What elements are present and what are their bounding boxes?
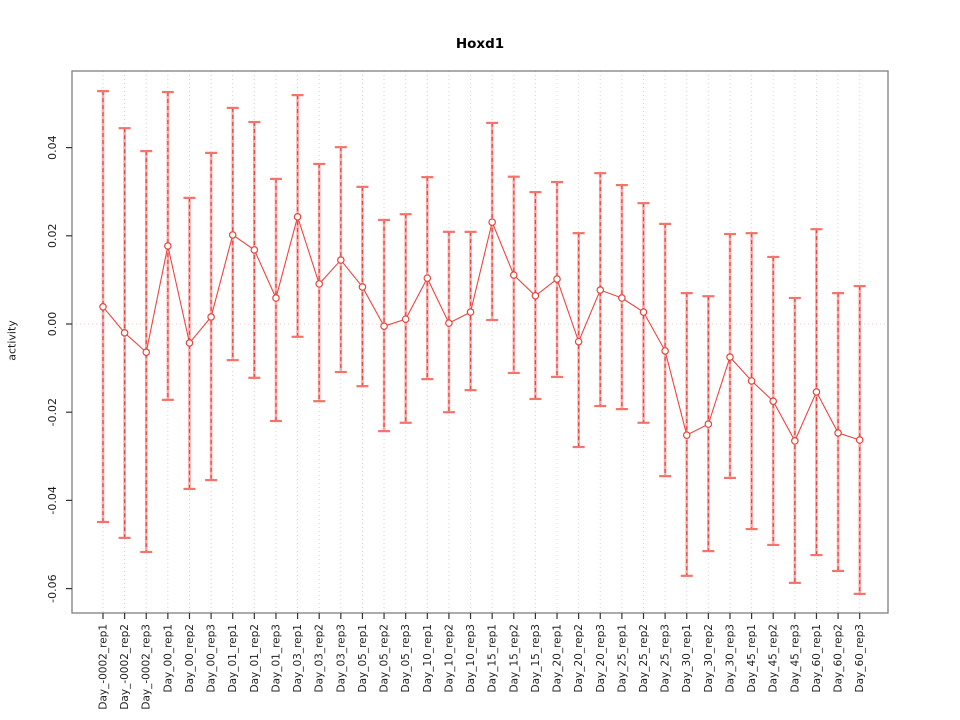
data-point [747,377,756,385]
x-tick-label: Day_45_rep3 [789,624,801,693]
data-point [834,429,842,437]
x-tick-label: Day_05_rep1 [357,624,369,693]
data-point [769,397,778,405]
x-tick-label: Day_20_rep2 [573,624,585,693]
data-point [315,280,324,288]
data-point [509,271,518,279]
x-tick-label: Day_10_rep2 [443,624,455,693]
data-point [337,256,345,264]
data-point [358,283,367,291]
data-point [661,347,669,355]
x-tick-label: Day_10_rep1 [422,624,434,693]
x-tick-label: Day_60_rep2 [833,624,845,693]
data-point [401,315,410,323]
data-point [185,339,194,347]
data-point [250,246,259,254]
data-point [207,313,215,321]
data-point [142,348,151,357]
series-line [102,214,860,443]
data-point [682,431,691,439]
x-tick-label: Day_20_rep1 [552,624,564,693]
data-point [293,213,302,221]
y-tick-label: -0.04 [46,486,59,514]
chart-title: Hoxd1 [455,36,505,52]
data-point [228,231,237,239]
x-tick-label: Day_00_rep3 [206,624,218,693]
x-tick-label: Day_-0002_rep3 [141,624,153,710]
data-point [445,319,453,327]
y-tick-label: -0.06 [46,574,59,602]
data-point [120,329,129,337]
data-point [812,388,821,396]
data-point [596,286,605,294]
x-tick-label: Day_60_rep3 [854,624,866,693]
x-tick-label: Day_-0002_rep2 [119,624,131,710]
data-point [791,437,799,445]
x-tick-label: Day_30_rep1 [681,624,693,693]
x-tick-label: Day_60_rep1 [811,624,823,693]
data-point [704,420,713,428]
x-tick-label: Day_00_rep1 [162,624,174,693]
data-point [99,303,107,311]
y-tick-label: -0.02 [46,398,59,426]
y-tick-label: 0.04 [46,135,59,160]
x-tick-label: Day_25_rep3 [660,624,672,693]
x-tick-label: Day_05_rep3 [400,624,412,693]
data-point [164,242,172,250]
data-point [639,308,648,316]
plot-border [71,70,889,614]
data-point [574,337,583,346]
x-tick-label: Day_45_rep2 [768,624,780,693]
data-point [380,322,388,331]
data-point [466,308,475,316]
x-tick-label: Day_20_rep3 [595,624,607,693]
x-tick-label: Day_25_rep2 [638,624,650,693]
x-tick-label: Day_15_rep1 [487,624,499,693]
x-tick-label: Day_05_rep2 [379,624,391,693]
x-tick-label: Day_-0002_rep1 [98,624,110,710]
x-tick-label: Day_03_rep2 [314,624,326,693]
x-tick-label: Day_10_rep3 [465,624,477,693]
data-point [272,294,280,302]
x-tick-label: Day_01_rep2 [249,624,261,693]
data-point [423,274,432,282]
data-point [531,291,540,300]
x-tick-label: Day_03_rep1 [292,624,304,693]
y-tick-label: 0.00 [46,312,59,337]
y-tick-label: 0.02 [46,224,59,249]
data-point [488,218,496,226]
data-point [855,436,864,444]
data-point [553,275,561,283]
x-tick-label: Day_03_rep3 [335,624,347,693]
x-tick-label: Day_30_rep3 [724,624,736,693]
x-tick-label: Day_01_rep3 [270,624,282,693]
x-tick-label: Day_15_rep3 [530,624,542,693]
x-tick-label: Day_15_rep2 [508,624,520,693]
data-point [618,294,626,302]
x-tick-label: Day_00_rep2 [184,624,196,693]
x-tick-label: Day_45_rep1 [746,624,758,693]
x-tick-label: Day_25_rep1 [616,624,628,693]
data-point [726,353,734,361]
x-tick-label: Day_30_rep2 [703,624,715,693]
x-tick-label: Day_01_rep1 [227,624,239,693]
